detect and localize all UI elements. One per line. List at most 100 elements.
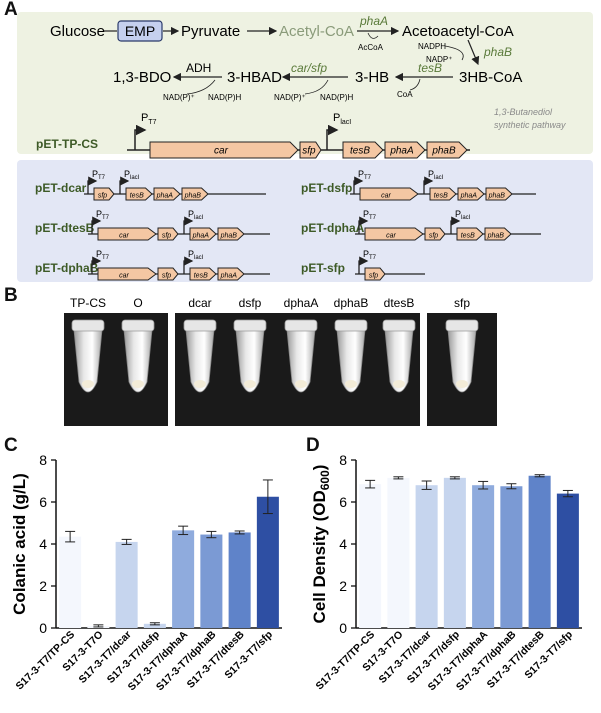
promoter-laci-pET-dsfp (423, 176, 434, 194)
bar-S17-3-T7/dcar (115, 541, 138, 628)
tube-label-dcar: dcar (188, 296, 211, 310)
tube-label-TP-CS: TP-CS (70, 296, 106, 310)
cofactor-nadp-out: NAD(P)⁺ (274, 93, 306, 102)
promoter-laci-pET-dtesB-label: PlacI (188, 209, 204, 221)
gene-phaA-main-label: phaA (389, 146, 414, 157)
pathway-diagram: Glucose EMP Pyruvate Acetyl-CoA phaA AcC… (35, 14, 566, 281)
gene-tesB-pET-dsfp-label: tesB (434, 193, 448, 200)
gene-phaB-pET-dtesB (217, 227, 245, 241)
enzyme-car-sfp: car/sfp (291, 61, 327, 75)
gene-tesB-main-label: tesB (350, 146, 370, 157)
gene-phaA-pET-dtesB (189, 227, 217, 241)
tube-dphaB (336, 329, 366, 393)
panel-label-a: A (4, 0, 18, 20)
gene-phaB-pET-dphaA (484, 227, 512, 241)
tube-label-O: O (133, 296, 142, 310)
tube-cap-dsfp (233, 319, 267, 332)
tube-cap-TP-CS (71, 319, 105, 332)
cofactor-coa: CoA (397, 90, 413, 99)
tube-cap-O (121, 319, 155, 332)
gene-tesB-pET-dcar (125, 187, 153, 201)
panel-label-c: C (4, 435, 18, 456)
tube-O (123, 329, 153, 393)
gene-tesB-pET-dsfp (429, 187, 457, 201)
promoter-t7-pET-sfp (358, 256, 369, 274)
gene-phaB-main-label: phaB (431, 146, 456, 157)
metabolite-3hbad: 3-HBAD (227, 69, 282, 86)
plasmid-variants-box (17, 160, 593, 282)
gene-tesB-pET-dphaA-label: tesB (461, 233, 475, 240)
gene-phaB-pET-dcar (181, 187, 209, 201)
promoter-t7-main (134, 124, 147, 150)
gene-phaB-pET-dsfp (485, 187, 513, 201)
promoter-laci-pET-dcar-label: PlacI (124, 169, 140, 181)
promoter-t7-pET-dphaA-label: PT7 (363, 209, 377, 221)
tube-group (71, 319, 479, 393)
emp-box (117, 20, 163, 42)
enzyme-tesB: tesB (418, 61, 442, 75)
bar-S17-3-T7/dphaB (500, 486, 523, 628)
tube-label-dphaA: dphaA (284, 296, 319, 310)
gene-phaA-pET-dsfp-label: phaA (460, 193, 478, 200)
gene-tesB-pET-dphaB-label: tesB (194, 273, 208, 280)
tube-cap-dtesB (382, 319, 416, 332)
tube-cap-dphaB (334, 319, 368, 332)
metabolite-acetoacetyl-coa: Acetoacetyl-CoA (402, 23, 514, 40)
promoter-laci-pET-dphaB (183, 256, 194, 274)
gene-car-pET-dphaA-label: car (386, 233, 396, 240)
metabolite-glucose: Glucose (50, 23, 105, 40)
cofactor-nadp-out-2: NAD(P)⁺ (163, 93, 195, 102)
tube-pellet-sfp (456, 380, 468, 388)
enzyme-phaB: phaB (483, 45, 512, 59)
gene-car-main-label: car (214, 146, 229, 157)
tube-sfp (447, 329, 477, 393)
promoter-t7-pET-dtesB (91, 216, 102, 234)
tube-cap-dphaA (284, 319, 318, 332)
plasmid-name-pET-dsfp: pET-dsfp (301, 181, 352, 195)
gene-tesB-pET-dcar-label: tesB (130, 193, 144, 200)
bar-S17-3-T7/dcar (415, 485, 438, 628)
bar-S17-3-T7/dphaB (200, 534, 223, 628)
y-tick-label: 6 (339, 494, 347, 510)
promoter-t7-pET-dsfp (353, 176, 364, 194)
plasmid-name-pET-dphaA: pET-dphaA (301, 221, 365, 235)
promoter-t7-pET-dsfp-label: PT7 (358, 169, 372, 181)
enzyme-phaA: phaA (359, 14, 388, 28)
tube-pellet-O (132, 380, 144, 388)
promoter-t7-main-label: PT7 (141, 112, 157, 126)
y-tick-label: 4 (39, 536, 47, 552)
gene-car-pET-dtesB (97, 227, 157, 241)
tube-pellet-dtesB (393, 380, 405, 388)
y-tick-label: 8 (339, 452, 347, 468)
plasmid-name-pET-sfp: pET-sfp (301, 261, 345, 275)
gene-phaA-pET-dtesB-label: phaA (192, 233, 210, 240)
metabolite-acetyl-coa: Acetyl-CoA (279, 23, 354, 40)
gene-sfp-pET-dtesB (157, 227, 179, 241)
promoter-laci-pET-dsfp-label: PlacI (428, 169, 444, 181)
cofactor-nadph: NADPH (418, 42, 446, 51)
gene-car-pET-dphaB-label: car (119, 273, 129, 280)
gene-car-main (149, 141, 299, 159)
gene-car-pET-dsfp-label: car (381, 193, 391, 200)
y-axis-label: Colanic acid (g/L) (10, 473, 29, 615)
pathway-caption-2: synthetic pathway (494, 120, 566, 130)
cofactor-nadph-in-2: NAD(P)H (208, 93, 242, 102)
tube-dcar (185, 329, 215, 393)
emp-label: EMP (125, 23, 155, 39)
promoter-laci-pET-dcar (119, 176, 130, 194)
y-tick-label: 0 (339, 620, 347, 636)
y-tick-label: 8 (39, 452, 47, 468)
gene-phaB-pET-dtesB-label: phaB (220, 233, 238, 240)
y-tick-label: 2 (339, 578, 347, 594)
gene-sfp-pET-dphaA (424, 227, 446, 241)
cofactor-arc-phab (444, 45, 464, 61)
promoter-t7-pET-dphaB-label: PT7 (96, 249, 110, 261)
bar-S17-3-T7/dphaA (472, 485, 495, 628)
promoter-t7-pET-dcar (87, 176, 98, 194)
metabolite-3hb: 3-HB (355, 69, 389, 86)
bar-S17-3-T7/TP-CS (59, 536, 82, 628)
cofactor-acoa: AcCoA (358, 43, 384, 52)
